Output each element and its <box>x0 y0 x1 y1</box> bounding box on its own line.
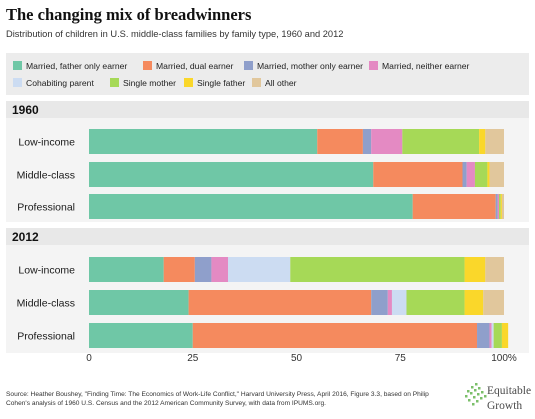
bar-segment <box>485 129 504 154</box>
bar-segment <box>491 323 494 348</box>
bar-segment <box>163 257 195 282</box>
bar-segment <box>317 129 363 154</box>
legend-item: Married, mother only earner <box>244 61 363 71</box>
bar-segment <box>89 129 318 154</box>
legend-swatch-icon <box>184 78 193 87</box>
legend-label: Married, mother only earner <box>257 61 364 71</box>
bar-segment <box>211 257 229 282</box>
bar-segment <box>495 194 498 219</box>
bar-segment <box>387 290 392 315</box>
legend-item: Single father <box>184 78 245 88</box>
legend-item: Married, dual earner <box>143 61 233 71</box>
bar-segment <box>464 290 484 315</box>
legend-swatch-icon <box>110 78 119 87</box>
x-tick-label: 0 <box>86 353 92 364</box>
category-label: Low-income <box>18 265 75 277</box>
legend-item: All other <box>252 78 297 88</box>
category-label: Low-income <box>18 137 75 149</box>
bar-segment <box>228 257 291 282</box>
bar-segment <box>477 323 490 348</box>
legend-label: All other <box>265 78 297 88</box>
bar-segment <box>192 323 478 348</box>
legend-label: Married, father only earner <box>26 61 128 71</box>
category-label: Professional <box>17 331 75 343</box>
bar-segment <box>462 162 467 187</box>
bar-segment <box>466 162 475 187</box>
bar-segment <box>89 162 374 187</box>
legend-swatch-icon <box>369 61 378 70</box>
legend-item: Married, father only earner <box>13 61 127 71</box>
chart-title: The changing mix of breadwinners <box>6 5 252 24</box>
bar-segment <box>89 323 193 348</box>
category-label: Middle-class <box>17 298 75 310</box>
x-tick-label: 50 <box>291 353 303 364</box>
bar-segment <box>499 194 501 219</box>
x-tick-label: 100% <box>491 353 517 364</box>
section-band-1960 <box>6 101 529 118</box>
bar-segment <box>373 162 463 187</box>
legend-swatch-icon <box>252 78 261 87</box>
bar-segment <box>290 257 465 282</box>
logo-text-line2: Growth <box>487 400 523 412</box>
bar-segment <box>362 129 372 154</box>
legend-label: Single mother <box>123 78 177 88</box>
bar-segment <box>371 129 403 154</box>
bar-segment <box>89 194 413 219</box>
bar-segment <box>489 323 492 348</box>
bar-segment <box>89 290 189 315</box>
bar-segment <box>188 290 372 315</box>
bar-segment <box>487 162 490 187</box>
legend-swatch-icon <box>143 61 152 70</box>
bar-segment <box>485 257 504 282</box>
bar-segment <box>371 290 388 315</box>
legend-label: Cohabiting parent <box>26 78 94 88</box>
legend-item: Cohabiting parent <box>13 78 94 88</box>
bar-segment <box>489 162 504 187</box>
bar-segment <box>391 290 407 315</box>
legend-label: Married, neither earner <box>382 61 470 71</box>
bar-segment <box>194 257 212 282</box>
legend-swatch-icon <box>13 78 22 87</box>
x-tick-label: 25 <box>187 353 199 364</box>
bar-segment <box>402 129 480 154</box>
legend-swatch-icon <box>244 61 253 70</box>
bar-segment <box>501 194 504 219</box>
legend: Married, father only earner Married, dua… <box>6 53 529 95</box>
logo-text-line1: Equitable <box>487 385 532 397</box>
chart-subtitle: Distribution of children in U.S. middle-… <box>6 29 344 39</box>
legend-label: Married, dual earner <box>156 61 234 71</box>
category-label: Professional <box>17 202 75 214</box>
bar-segment <box>493 323 502 348</box>
section-band-2012 <box>6 228 529 245</box>
legend-swatch-icon <box>13 61 22 70</box>
bar-segment <box>406 290 465 315</box>
category-label: Middle-class <box>17 170 75 182</box>
x-tick-label: 75 <box>395 353 407 364</box>
bar-segment <box>89 257 164 282</box>
bar-segment <box>412 194 496 219</box>
bar-segment <box>497 194 500 219</box>
stacked-bar-chart: Low-income Middle-class Professional Low-in… <box>17 129 517 364</box>
bar-segment <box>479 129 486 154</box>
legend-label: Single father <box>197 78 246 88</box>
bar-segment <box>483 290 504 315</box>
source-note: Source: Heather Boushey, "Finding Time: … <box>6 391 429 407</box>
section-label-1960: 1960 <box>12 103 39 117</box>
section-label-2012: 2012 <box>12 230 39 244</box>
equitable-growth-logo-icon <box>465 383 487 406</box>
legend-item: Married, neither earner <box>369 61 469 71</box>
bar-segment <box>500 194 502 219</box>
bar-segment <box>464 257 486 282</box>
legend-item: Single mother <box>110 78 176 88</box>
bar-segment <box>474 162 488 187</box>
bar-segment <box>501 323 509 348</box>
